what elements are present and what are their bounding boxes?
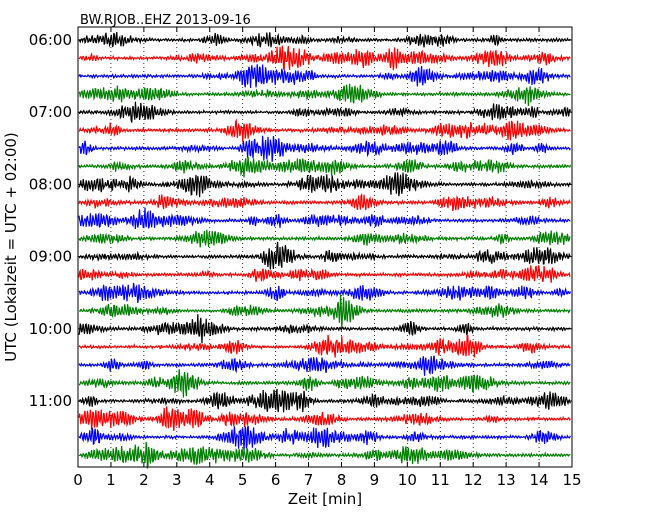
trace-8 [78,157,571,178]
x-axis-ticks: 0 1 2 3 4 5 6 7 8 9 10 11 12 13 14 15 [73,27,582,489]
trace-15 [78,282,571,304]
trace-14 [78,265,571,283]
y-tick-label-07:00: 07:00 [29,103,72,121]
trace-2 [78,45,571,72]
y-tick-label-09:00: 09:00 [29,248,72,266]
trace-12 [78,229,571,248]
x-tick-label-3: 3 [172,471,182,489]
x-tick-label-5: 5 [238,471,248,489]
x-tick-label-13: 13 [497,471,516,489]
trace-9 [78,172,571,198]
y-axis-ticks: 06:00 07:00 08:00 09:00 10:00 11:00 [29,31,572,410]
trace-20 [78,369,571,398]
x-tick-label-10: 10 [398,471,417,489]
y-tick-label-10:00: 10:00 [29,320,72,338]
trace-11 [78,207,571,230]
trace-1 [78,31,571,48]
y-tick-label-11:00: 11:00 [29,392,72,410]
grid [110,27,540,467]
x-tick-label-6: 6 [271,471,281,489]
trace-18 [78,333,571,358]
trace-7 [78,135,571,162]
x-tick-label-7: 7 [304,471,314,489]
x-tick-label-1: 1 [106,471,116,489]
trace-5 [78,101,571,123]
y-tick-label-06:00: 06:00 [29,31,72,49]
y-tick-label-08:00: 08:00 [29,175,72,193]
trace-3 [78,64,571,88]
x-tick-label-11: 11 [431,471,450,489]
trace-21 [78,388,571,413]
x-axis-label: Zeit [min] [288,490,362,508]
trace-19 [78,355,571,376]
trace-17 [78,314,571,344]
x-tick-label-14: 14 [530,471,549,489]
seismogram-traces [78,31,571,469]
y-axis-label: UTC (Lokalzeit = UTC + 02:00) [2,132,20,362]
x-tick-label-8: 8 [337,471,347,489]
x-tick-label-0: 0 [73,471,83,489]
trace-24 [78,441,571,469]
trace-23 [78,425,571,451]
trace-10 [78,192,571,212]
x-tick-label-12: 12 [464,471,483,489]
trace-6 [78,118,571,143]
x-tick-label-15: 15 [562,471,581,489]
trace-16 [78,294,571,329]
x-tick-label-4: 4 [205,471,215,489]
trace-13 [78,241,571,270]
trace-4 [78,83,571,106]
x-tick-label-9: 9 [370,471,380,489]
x-tick-label-2: 2 [139,471,149,489]
plot-frame [77,26,573,468]
trace-22 [78,406,571,431]
chart-title: BW.RJOB..EHZ 2013-09-16 [80,13,251,28]
